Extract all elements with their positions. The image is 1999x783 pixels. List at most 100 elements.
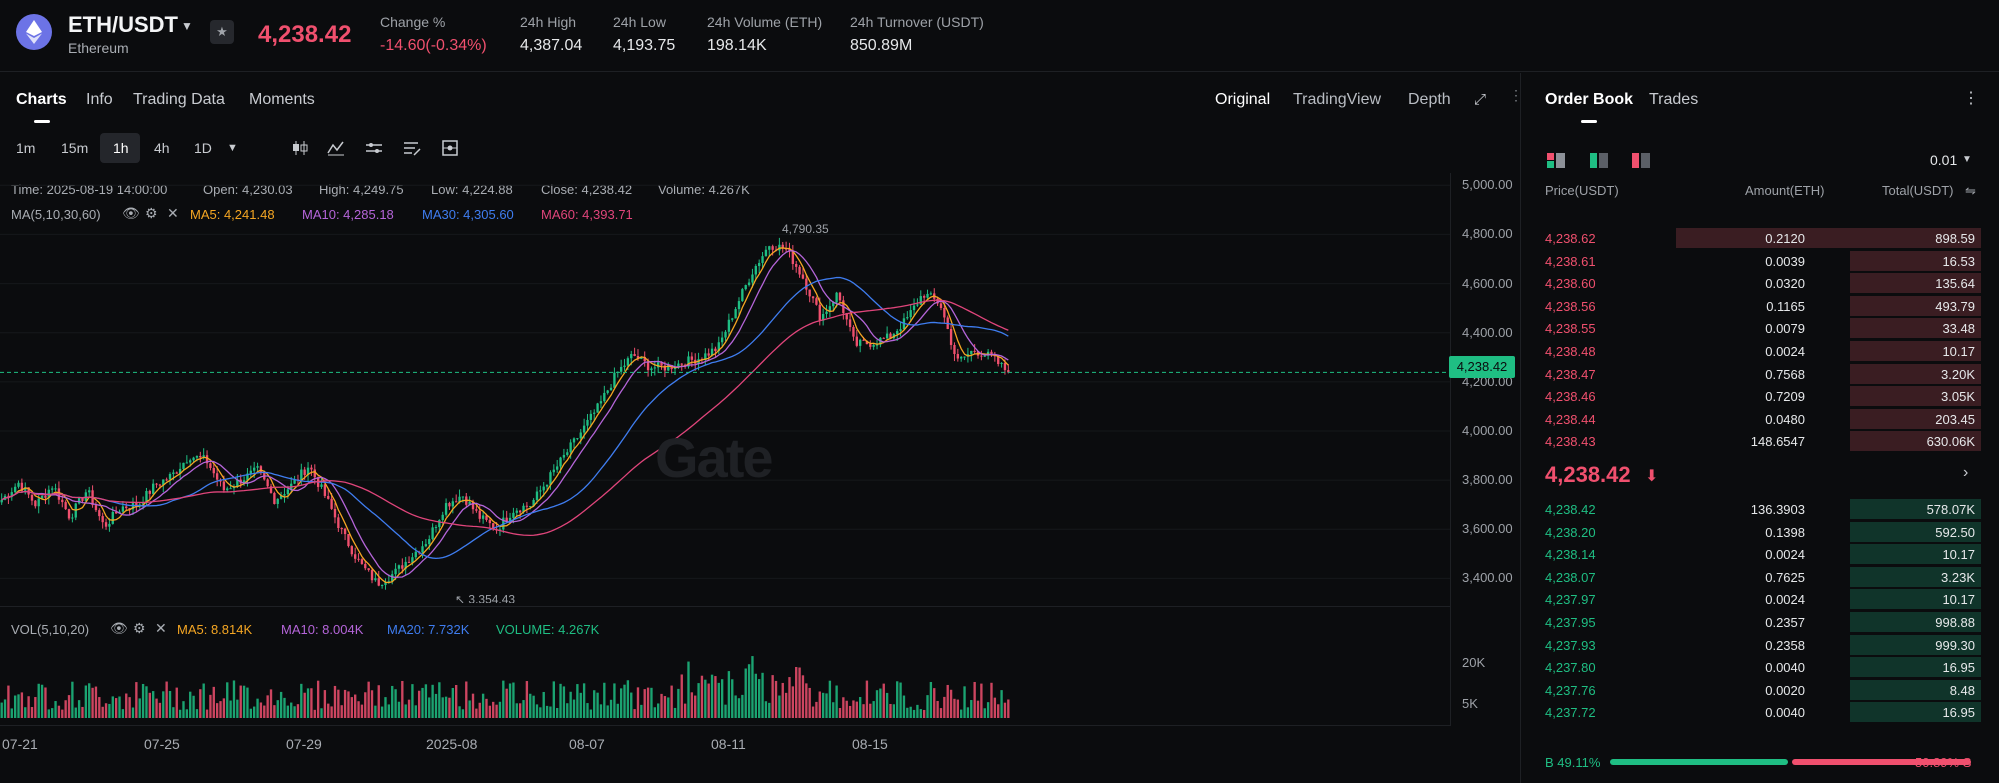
ob-more-icon[interactable]: ⋮ <box>1963 90 1979 107</box>
candle-body <box>461 496 465 498</box>
view-original[interactable]: Original <box>1215 91 1271 108</box>
precision-select[interactable]: 0.01 <box>1930 152 1958 168</box>
volume-bar <box>397 701 401 718</box>
bid-row[interactable]: 4,238.20 0.1398 592.50 <box>1545 521 1981 543</box>
ma-close-icon[interactable]: ✕ <box>167 205 179 221</box>
settings-sliders-icon[interactable] <box>364 139 384 157</box>
timeframe-more-icon[interactable]: ▼ <box>227 142 238 154</box>
candle-body <box>17 482 20 487</box>
panel-menu-icon[interactable]: ⋮ <box>1509 87 1523 103</box>
bid-row[interactable]: 4,238.42 136.3903 578.07K <box>1545 498 1981 520</box>
vol-close-icon[interactable]: ✕ <box>155 620 167 636</box>
timeframe-15m[interactable]: 15m <box>61 140 89 156</box>
volume-bar <box>158 702 162 718</box>
candlestick-chart[interactable]: 4,790.35 ↖ 3,354.43 <box>0 173 1450 603</box>
bid-row[interactable]: 4,238.14 0.0024 10.17 <box>1545 543 1981 565</box>
ask-row[interactable]: 4,238.61 0.0039 16.53 <box>1545 250 1981 272</box>
volume-bar <box>882 683 885 718</box>
view-asks-icon[interactable] <box>1630 151 1652 174</box>
ma-visibility-icon[interactable]: 👁 <box>122 205 140 221</box>
cell-price: 4,238.60 <box>1545 276 1596 292</box>
candle-body <box>896 330 899 335</box>
pair-dropdown-icon[interactable]: ▼ <box>181 19 193 33</box>
drawing-tools-icon[interactable] <box>402 139 422 157</box>
view-bids-icon[interactable] <box>1588 151 1610 174</box>
fullscreen-icon[interactable]: ⤢ <box>1474 91 1487 108</box>
vol-visibility-icon[interactable]: 👁 <box>110 620 128 636</box>
bid-row[interactable]: 4,237.95 0.2357 998.88 <box>1545 611 1981 633</box>
candle-body <box>922 296 926 298</box>
mid-price-more-icon[interactable]: › <box>1963 464 1969 481</box>
volume-bar <box>966 707 970 718</box>
view-both-icon[interactable] <box>1545 151 1567 174</box>
precision-dropdown-icon[interactable]: ▼ <box>1962 154 1972 165</box>
candle-body <box>189 460 192 463</box>
volume-bar <box>875 690 879 718</box>
bid-row[interactable]: 4,237.72 0.0040 16.95 <box>1545 701 1981 723</box>
volume-bar <box>401 680 404 718</box>
tab-trading-data[interactable]: Trading Data <box>133 91 225 108</box>
volume-bar <box>256 698 259 718</box>
view-depth[interactable]: Depth <box>1408 91 1451 108</box>
candle-body <box>821 313 825 321</box>
volume-bar <box>640 704 643 718</box>
ask-row[interactable]: 4,238.60 0.0320 135.64 <box>1545 272 1981 294</box>
bid-row[interactable]: 4,237.76 0.0020 8.48 <box>1545 679 1981 701</box>
ask-row[interactable]: 4,238.62 0.2120 898.59 <box>1545 227 1981 249</box>
tab-info[interactable]: Info <box>86 91 113 108</box>
ask-row[interactable]: 4,238.47 0.7568 3.20K <box>1545 363 1981 385</box>
ask-row[interactable]: 4,238.56 0.1165 493.79 <box>1545 295 1981 317</box>
volume-bar <box>249 708 252 718</box>
candle-body <box>801 274 805 279</box>
ma-settings-icon[interactable]: ⚙ <box>145 205 158 221</box>
tab-charts[interactable]: Charts <box>16 91 67 108</box>
candle-body <box>374 578 377 581</box>
ask-row[interactable]: 4,238.46 0.7209 3.05K <box>1545 385 1981 407</box>
tab-trades[interactable]: Trades <box>1649 91 1699 108</box>
ask-row[interactable]: 4,238.43 148.6547 630.06K <box>1545 430 1981 452</box>
candle-body <box>104 522 108 527</box>
bid-row[interactable]: 4,237.80 0.0040 16.95 <box>1545 656 1981 678</box>
candle-body <box>242 480 246 484</box>
volume-bar <box>933 688 936 718</box>
candle-body <box>303 469 306 475</box>
candle-type-icon[interactable] <box>290 139 310 157</box>
volume-bar <box>458 706 461 718</box>
bid-row[interactable]: 4,237.97 0.0024 10.17 <box>1545 588 1981 610</box>
view-tradingview[interactable]: TradingView <box>1293 91 1382 108</box>
candle-body <box>475 509 478 511</box>
favorite-star-icon[interactable]: ★ <box>210 20 234 44</box>
candle-body <box>936 298 939 304</box>
ask-row[interactable]: 4,238.55 0.0079 33.48 <box>1545 317 1981 339</box>
cell-total: 10.17 <box>1942 547 1975 563</box>
volume-bar <box>104 703 108 718</box>
tab-order-book[interactable]: Order Book <box>1545 91 1634 108</box>
cell-price: 4,238.43 <box>1545 434 1596 450</box>
volume-bar <box>414 705 417 718</box>
ma30-value: MA30: 4,305.60 <box>422 207 514 222</box>
volume-bar <box>354 694 357 718</box>
candle-body <box>508 517 512 522</box>
volume-bar <box>296 704 300 718</box>
candle-body <box>306 467 310 475</box>
layout-icon[interactable] <box>440 139 460 157</box>
tab-active-indicator <box>34 120 50 123</box>
ask-row[interactable]: 4,238.48 0.0024 10.17 <box>1545 340 1981 362</box>
timeframe-1d[interactable]: 1D <box>194 140 212 156</box>
candle-body <box>724 331 727 338</box>
timeframe-4h[interactable]: 4h <box>154 140 170 156</box>
vol-settings-icon[interactable]: ⚙ <box>133 620 146 636</box>
ask-row[interactable]: 4,238.44 0.0480 203.45 <box>1545 408 1981 430</box>
total-toggle-icon[interactable]: ⇋ <box>1965 183 1976 198</box>
bid-row[interactable]: 4,238.07 0.7625 3.23K <box>1545 566 1981 588</box>
pair-selector[interactable]: ETH/USDT <box>68 12 178 37</box>
tab-moments[interactable]: Moments <box>249 91 315 108</box>
bid-row[interactable]: 4,237.93 0.2358 999.30 <box>1545 634 1981 656</box>
indicators-icon[interactable] <box>326 139 346 157</box>
timeframe-1m[interactable]: 1m <box>16 140 36 156</box>
volume-bar <box>737 698 741 718</box>
volume-bar <box>997 704 1000 718</box>
timeframe-1h[interactable]: 1h <box>113 140 129 156</box>
volume-bar <box>128 697 131 718</box>
volume-bar <box>906 707 909 718</box>
